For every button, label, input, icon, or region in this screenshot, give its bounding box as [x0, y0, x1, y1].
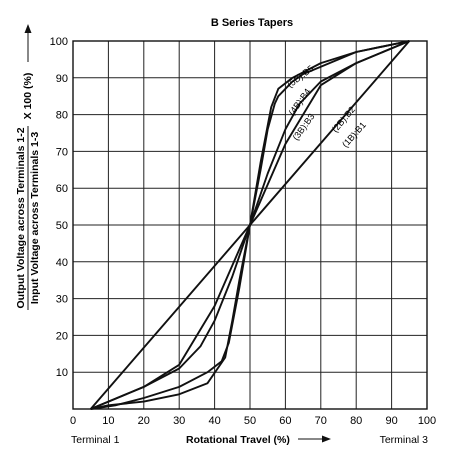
x-tick-label: 30 [173, 415, 185, 427]
x-tick-label: 100 [418, 415, 436, 427]
x-tick-label: 50 [244, 415, 256, 427]
y-axis-factor: X 100 (%) [22, 73, 34, 120]
y-tick-label: 30 [56, 294, 68, 306]
taper-curve-b5 [90, 40, 410, 410]
x-axis-label: Rotational Travel (%) [186, 434, 290, 446]
x-tick-label: 20 [138, 415, 150, 427]
y-tick-labels: 10 20 30 40 50 60 70 80 90 100 [50, 36, 68, 379]
y-axis-title: Output Voltage across Terminals 1-2 Inpu… [15, 24, 41, 310]
y-axis-numerator: Output Voltage across Terminals 1-2 [15, 127, 27, 308]
y-tick-label: 40 [56, 257, 68, 269]
x-tick-label: 10 [102, 415, 114, 427]
grid [72, 40, 428, 410]
y-axis-denominator: Input Voltage across Terminals 1-3 [29, 132, 41, 304]
x-tick-label: 70 [315, 415, 327, 427]
x-tick-label: 60 [279, 415, 291, 427]
y-tick-label: 80 [56, 110, 68, 122]
x-tick-label: 0 [70, 415, 76, 427]
y-tick-label: 60 [56, 183, 68, 195]
y-tick-label: 90 [56, 73, 68, 85]
plot-frame [72, 40, 428, 410]
y-tick-label: 100 [50, 36, 68, 48]
curve-label-b5: (5B):B5 [285, 63, 315, 89]
taper-curves [89, 40, 411, 410]
chart-title: B Series Tapers [211, 17, 293, 29]
y-tick-label: 20 [56, 330, 68, 342]
x-tick-labels: 0 10 20 30 40 50 60 70 80 90 100 [70, 415, 436, 427]
x-tick-label: 90 [385, 415, 397, 427]
y-tick-label: 50 [56, 220, 68, 232]
y-tick-label: 70 [56, 146, 68, 158]
x-tick-label: 80 [350, 415, 362, 427]
y-tick-label: 10 [56, 367, 68, 379]
x-tick-label: 40 [208, 415, 220, 427]
x-axis-title: Rotational Travel (%) [186, 434, 331, 446]
terminal-1-label: Terminal 1 [71, 434, 120, 446]
terminal-3-label: Terminal 3 [380, 434, 429, 446]
